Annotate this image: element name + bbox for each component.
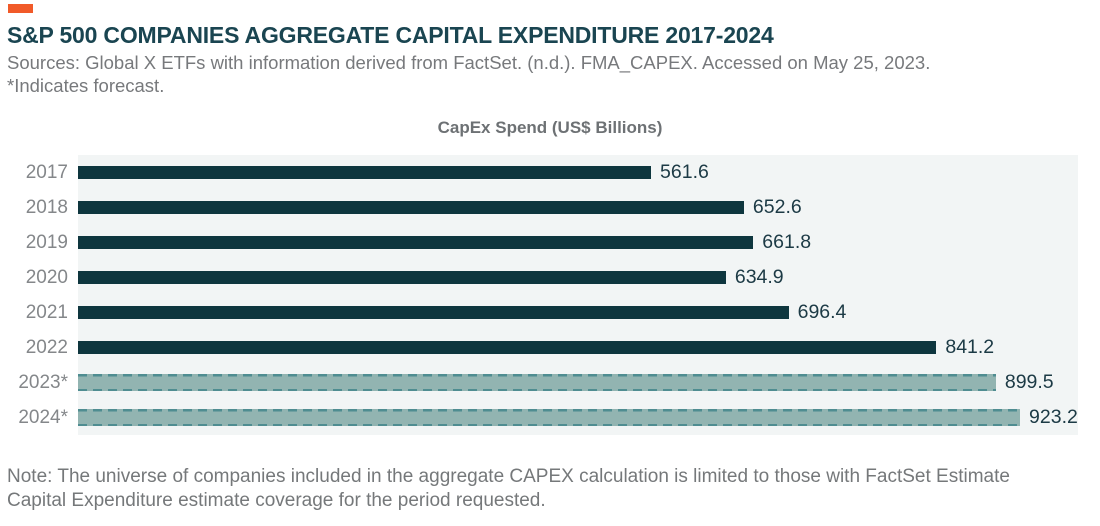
bar [78,306,789,319]
forecast-indicator-note: *Indicates forecast. [7,75,165,96]
bar [78,201,744,214]
bar-track: 899.5 [78,365,1078,400]
bar-track: 696.4 [78,295,1078,330]
forecast-bar [78,409,1021,426]
bar [78,166,652,179]
bar [78,271,726,284]
forecast-bar [78,374,996,391]
footer-note: Note: The universe of companies included… [7,466,1010,511]
chart-row: 2020 634.9 [0,260,1078,295]
value-label: 923.2 [1029,406,1078,428]
chart-row: 2023* 899.5 [0,365,1078,400]
y-axis-label: 2020 [0,260,78,295]
y-axis-label: 2017 [0,155,78,190]
chart-row: 2018 652.6 [0,190,1078,225]
y-axis-label: 2022 [0,330,78,365]
page-title: S&P 500 COMPANIES AGGREGATE CAPITAL EXPE… [7,22,774,48]
value-label: 696.4 [797,301,847,323]
bar-track: 652.6 [78,190,1078,225]
source-note: Sources: Global X ETFs with information … [7,51,1087,97]
bar-track: 923.2 [78,400,1078,435]
chart-row: 2019 661.8 [0,225,1078,260]
value-label: 561.6 [660,161,709,183]
chart-row: 2017 561.6 [0,155,1078,190]
y-axis-label: 2021 [0,295,78,330]
y-axis-label: 2018 [0,190,78,225]
chart-row: 2021 696.4 [0,295,1078,330]
y-axis-label: 2024* [0,400,78,435]
bar-chart: 2017 561.6 2018 652.6 2019 661.8 2020 634.9 2021… [0,155,1078,435]
bar [78,341,937,354]
value-label: 899.5 [1004,371,1054,393]
value-label: 661.8 [762,231,812,253]
y-axis-label: 2019 [0,225,78,260]
source-line: Sources: Global X ETFs with information … [7,52,931,73]
chart-row: 2022 841.2 [0,330,1078,365]
bar-track: 661.8 [78,225,1078,260]
bar [78,236,754,249]
bar-track: 634.9 [78,260,1078,295]
value-label: 652.6 [752,196,802,218]
chart-rows: 2017 561.6 2018 652.6 2019 661.8 2020 634.9 2021… [0,155,1078,435]
chart-title: CapEx Spend (US$ Billions) [437,118,663,137]
chart-row: 2024* 923.2 [0,400,1078,435]
bar-track: 841.2 [78,330,1078,365]
value-label: 841.2 [945,336,995,358]
brand-accent-bar [8,4,33,13]
y-axis-label: 2023* [0,365,78,400]
value-label: 634.9 [734,266,784,288]
bar-track: 561.6 [78,155,1078,190]
